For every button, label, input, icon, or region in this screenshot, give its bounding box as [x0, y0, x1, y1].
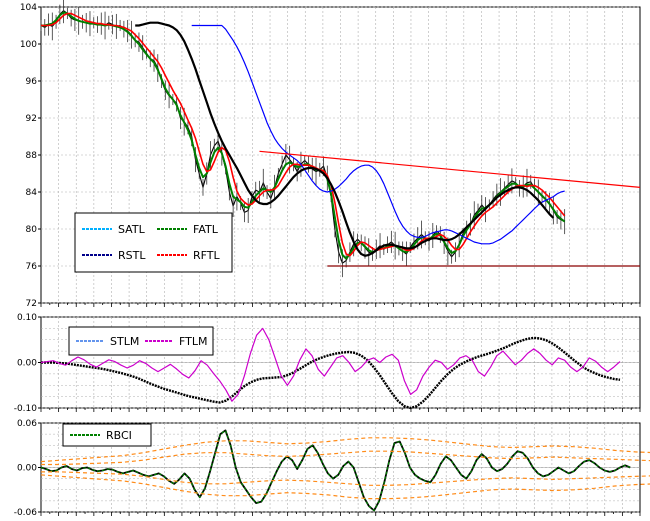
y-tick-label-price: 100: [20, 40, 37, 50]
legend-rbci-box: [62, 423, 152, 447]
y-tick-label-price: 84: [26, 188, 38, 198]
grid-lines: [41, 6, 640, 513]
series-layer: [40, 0, 650, 512]
legend-osc: STLM FTLM: [68, 326, 214, 356]
legend-ftlm-label: FTLM: [179, 335, 207, 348]
y-tick-label-oscillators: -0.10: [14, 404, 38, 414]
legend-price: SATL FATL RSTL RFTL: [74, 212, 233, 273]
tick-labels: 104 100 96 92 88 84 80 76 72 0.10 0.00 -0.10 0.06 0.0…: [14, 3, 641, 518]
legend-price-box: [74, 212, 233, 273]
y-tick-label-price: 92: [26, 114, 37, 124]
y-tick-label-price: 96: [26, 77, 38, 87]
legend-stlm-label: STLM: [110, 335, 139, 348]
series-band_upper_outer-rbci: [40, 437, 650, 463]
legend-rftl-label: RFTL: [193, 249, 220, 262]
y-tick-label-price: 80: [26, 225, 38, 235]
y-tick-label-price: 72: [26, 299, 37, 309]
series-RFTL-price: [41, 12, 566, 257]
y-tick-label-price: 76: [26, 262, 38, 272]
series-RBCI-green-overlay: [40, 429, 631, 512]
y-tick-label-price: 104: [20, 3, 37, 13]
series-RSTL-price: [191, 24, 565, 245]
series-RSTL_black-price: [135, 21, 555, 257]
series-band_lower_inner-rbci: [41, 471, 650, 486]
series-STLM-oscillators: [41, 336, 621, 410]
series-FTLM-oscillators: [40, 327, 621, 402]
legend-rbci-label: RBCI: [106, 429, 132, 442]
series-band_upper_inner-rbci: [41, 450, 650, 466]
legend-rstl-label: RSTL: [118, 249, 146, 262]
legend-rbci: RBCI: [62, 423, 152, 447]
y-tick-label-price: 88: [26, 151, 38, 161]
series-band_lower_outer-rbci: [40, 474, 650, 500]
y-tick-label-rbci: 0.06: [17, 419, 37, 429]
trend-line-resistance: [259, 150, 641, 188]
legend-fatl-label: FATL: [193, 223, 219, 236]
y-tick-label-rbci: 0.00: [17, 464, 37, 474]
y-tick-label-oscillators: 0.10: [17, 313, 37, 323]
legend-satl-label: SATL: [118, 223, 146, 236]
y-tick-label-oscillators: 0.00: [17, 359, 37, 369]
y-tick-label-rbci: -0.06: [14, 508, 38, 518]
